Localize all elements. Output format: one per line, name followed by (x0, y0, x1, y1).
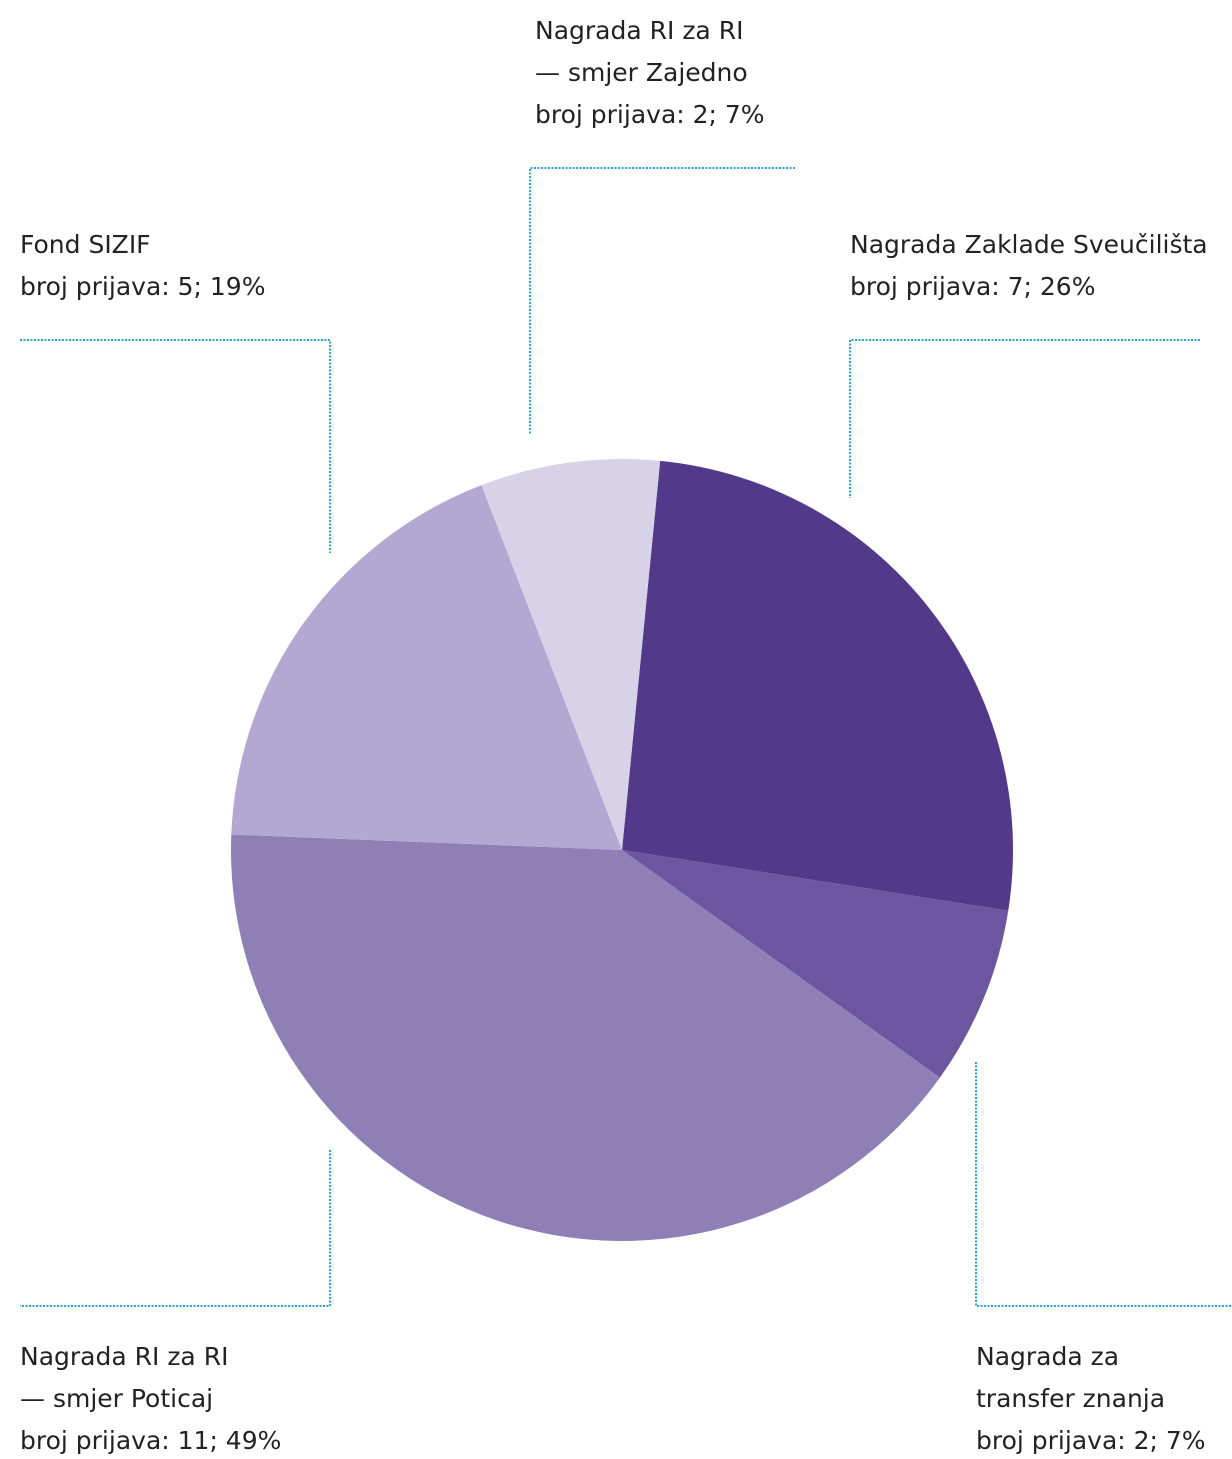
pie-slice (481, 459, 661, 850)
slice-label: Nagrada Zaklade Sveučilišta (850, 230, 1208, 259)
pie-slice (622, 460, 1013, 911)
leader-line (20, 1150, 331, 1307)
value-label: broj prijava: 5; 19% (20, 272, 265, 301)
slice-label: Nagrada za (976, 1342, 1119, 1371)
value-label: broj prijava: 11; 49% (20, 1426, 281, 1455)
leader-line (20, 339, 331, 553)
value-label: broj prijava: 2; 7% (535, 100, 765, 129)
slice-label: Nagrada RI za RI (20, 1342, 228, 1371)
value-label: broj prijava: 2; 7% (976, 1426, 1206, 1455)
slice-label: Nagrada RI za RI (535, 16, 743, 45)
slice-label: Fond SIZIF (20, 230, 151, 259)
leader-line (529, 167, 795, 435)
slice-label: transfer znanja (976, 1384, 1165, 1413)
slice-label: — smjer Poticaj (20, 1384, 213, 1413)
leader-line (975, 1062, 1232, 1307)
pie-slice (231, 834, 940, 1242)
slice-label: — smjer Zajedno (535, 58, 748, 87)
value-label: broj prijava: 7; 26% (850, 272, 1095, 301)
pie-slice (622, 850, 1009, 1078)
pie-slice (231, 485, 623, 850)
leader-line (849, 339, 1200, 498)
